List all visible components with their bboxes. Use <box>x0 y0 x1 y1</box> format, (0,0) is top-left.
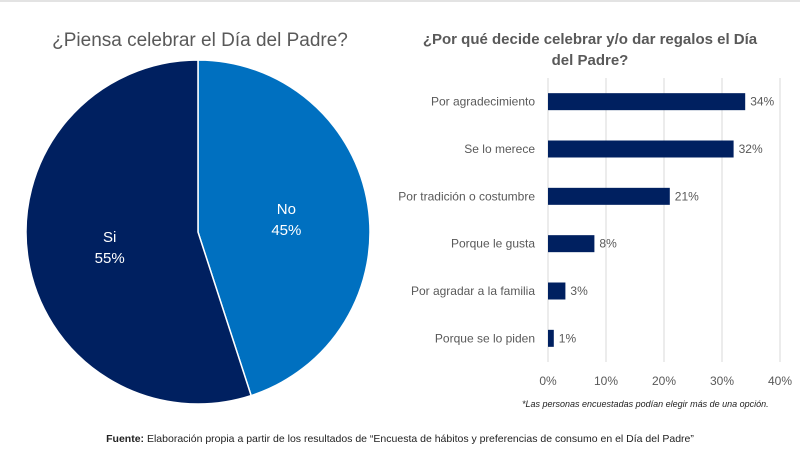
x-tick-label: 0% <box>539 374 557 388</box>
bar <box>548 187 670 205</box>
x-tick-label: 20% <box>652 374 676 388</box>
source-label: Fuente: <box>106 433 145 445</box>
category-label: Porque se lo piden <box>435 331 535 345</box>
bar <box>548 282 566 300</box>
x-tick-label: 30% <box>710 374 734 388</box>
source-text: Elaboración propia a partir de los resul… <box>144 433 694 445</box>
category-label: Se lo merece <box>464 142 535 156</box>
bar <box>548 329 554 347</box>
pie-label-name: Si <box>103 229 116 246</box>
pie-slice-si <box>25 59 253 405</box>
bar-value-label: 21% <box>675 189 699 203</box>
pie-label-name: No <box>277 201 296 218</box>
source-line: Fuente: Elaboración propia a partir de l… <box>0 433 800 445</box>
bar-value-label: 1% <box>559 331 577 345</box>
category-label: Porque le gusta <box>451 237 535 251</box>
bar-value-label: 34% <box>750 95 774 109</box>
pie-slice-no <box>197 59 371 397</box>
footnote: *Las personas encuestadas podían elegir … <box>522 399 769 409</box>
bar-chart-title: ¿Por qué decide celebrar y/o dar regalos… <box>422 31 758 69</box>
top-border <box>0 0 800 2</box>
category-label: Por agradecimiento <box>431 95 535 109</box>
bar-value-label: 3% <box>570 284 588 298</box>
bar-value-label: 32% <box>739 142 763 156</box>
x-tick-label: 10% <box>594 374 618 388</box>
pie-chart-title: ¿Piensa celebrar el Día del Padre? <box>52 30 348 51</box>
bar <box>548 140 734 158</box>
category-label: Por agradar a la familia <box>411 284 535 298</box>
bar <box>548 93 746 111</box>
pie-label-value: 45% <box>271 222 301 239</box>
category-label: Por tradición o costumbre <box>398 189 535 203</box>
bar <box>548 235 595 253</box>
x-tick-label: 40% <box>768 374 792 388</box>
pie-label-value: 55% <box>95 250 125 267</box>
bar-value-label: 8% <box>599 237 617 251</box>
